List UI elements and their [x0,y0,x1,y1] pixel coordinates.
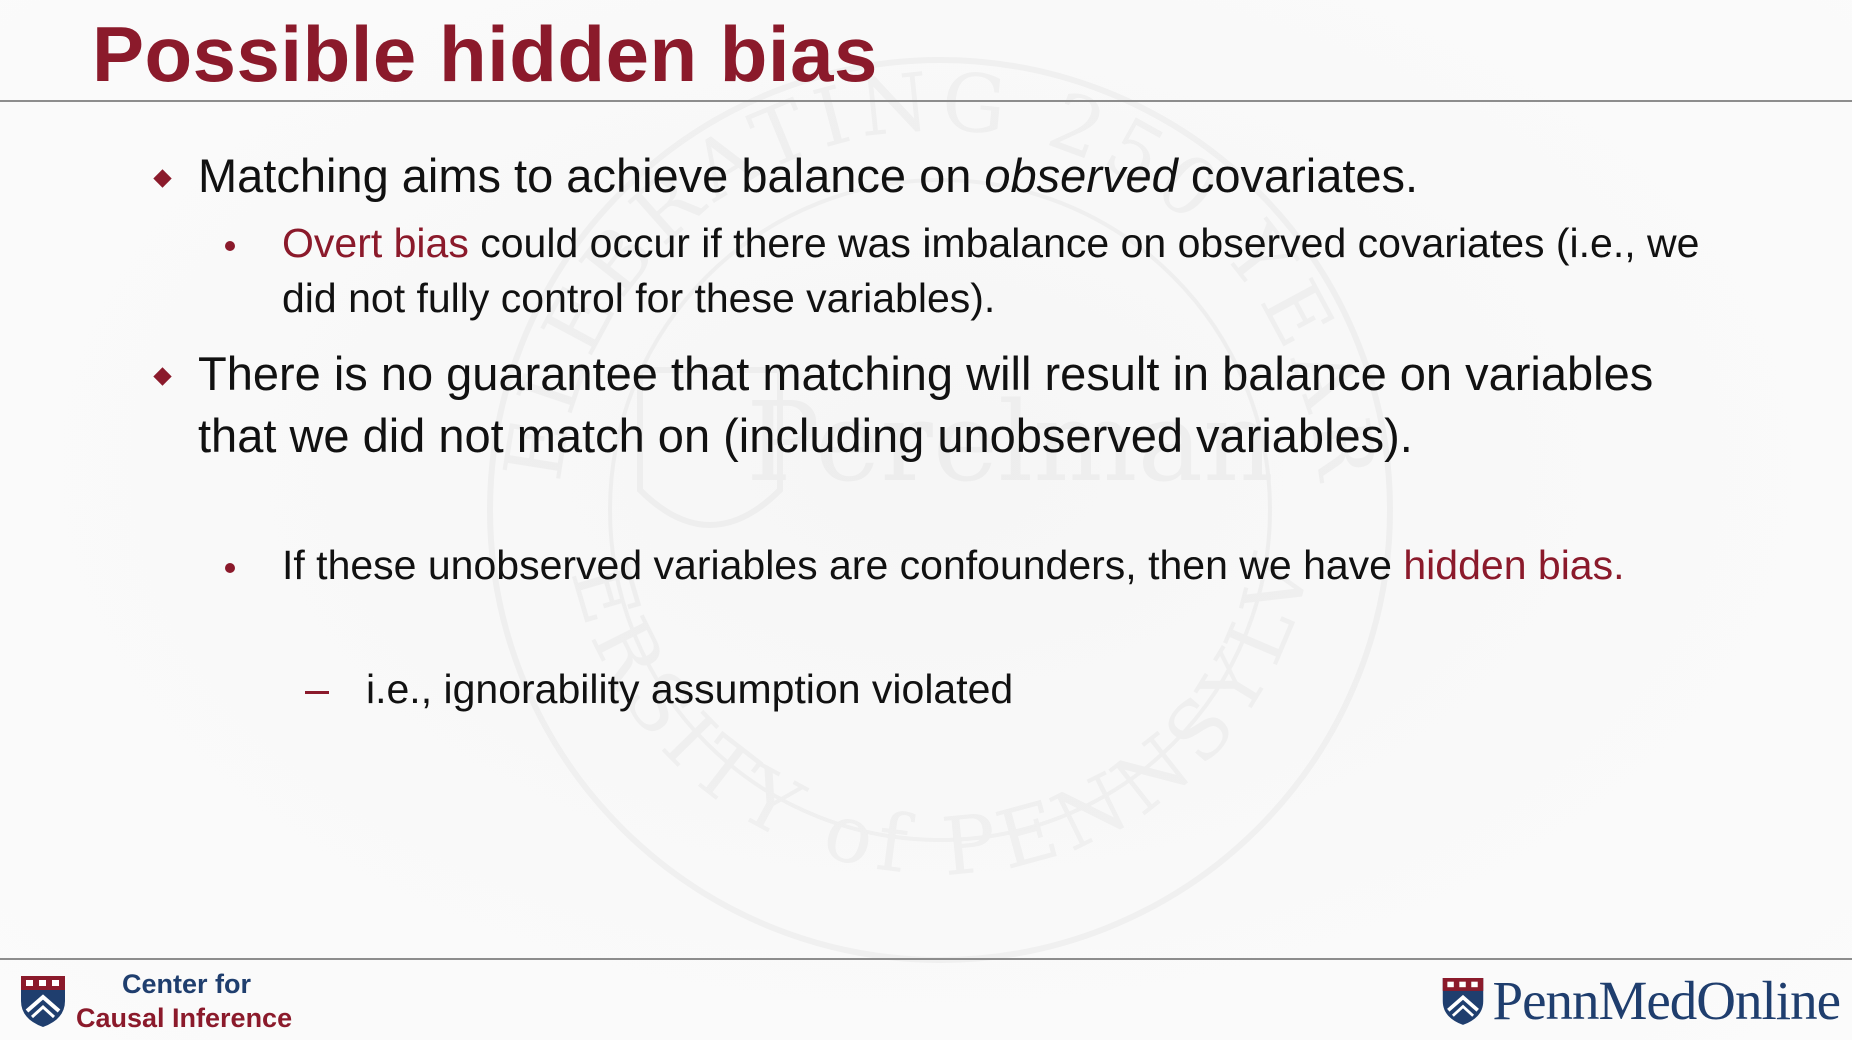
bullet-2-sub-text: If these unobserved variables are confou… [282,542,1404,588]
cci-text: Center for Causal Inference [76,967,292,1035]
bullet-1-sub-text: could occur if there was imbalance on ob… [282,220,1700,321]
overt-bias-term: Overt bias [282,220,469,266]
pennmedonline-text: PennMedOnline [1492,970,1841,1031]
diamond-bullet-icon [153,169,172,188]
bullet-1-tail: covariates. [1177,149,1419,202]
dot-bullet-icon [225,563,235,573]
bullet-2-sub: If these unobserved variables are confou… [282,538,1752,593]
bullet-2-subsub: i.e., ignorability assumption violated [366,666,1014,712]
bullet-1-emphasis: observed [984,149,1178,202]
hidden-bias-term: hidden bias. [1403,542,1625,588]
dash-bullet-icon [305,691,329,694]
bullet-1-sub: Overt bias could occur if there was imba… [282,216,1752,326]
slide-title: Possible hidden bias [92,10,878,98]
bullet-1: Matching aims to achieve balance on obse… [198,145,1738,207]
bullet-1-text: Matching aims to achieve balance on [198,149,985,202]
cci-line-1: Center for [122,969,252,999]
penn-shield-icon [21,976,65,1027]
cci-line-2: Causal Inference [76,1003,293,1033]
diamond-bullet-icon [153,367,172,386]
dot-bullet-icon [225,241,235,251]
center-for-causal-inference-logo: Center for Causal Inference [18,968,292,1034]
pennmedonline-logo: PennMedOnline [1440,970,1841,1032]
title-divider [0,100,1852,102]
penn-shield-icon [1443,978,1484,1025]
footer-divider [0,958,1852,960]
bullet-2: There is no guarantee that matching will… [198,347,1654,462]
